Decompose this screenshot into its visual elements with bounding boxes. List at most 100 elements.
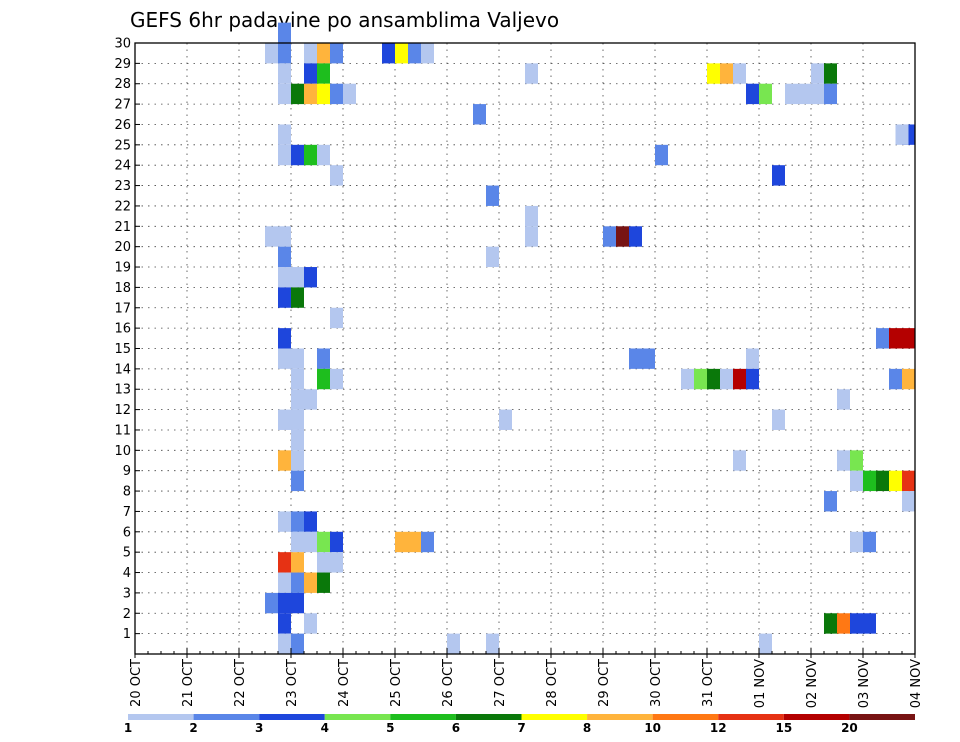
y-tick-label: 19 xyxy=(114,261,131,276)
y-tick-label: 4 xyxy=(123,566,131,581)
heatmap-cell xyxy=(785,83,798,105)
heatmap-cell xyxy=(278,348,291,369)
heatmap-cell xyxy=(759,83,772,105)
heatmap-cell xyxy=(291,368,304,390)
heatmap-cell xyxy=(291,267,304,288)
heatmap-cell xyxy=(837,450,850,471)
heatmap-cell xyxy=(850,613,863,634)
y-tick-label: 29 xyxy=(114,57,131,72)
heatmap-cell xyxy=(642,348,655,369)
x-tick-label: 04 NOV xyxy=(909,659,924,708)
colorbar-label: 12 xyxy=(710,721,727,735)
heatmap-cell xyxy=(486,633,499,654)
heatmap-cell xyxy=(291,552,304,573)
y-tick-label: 5 xyxy=(123,546,131,561)
heatmap-cell xyxy=(733,450,746,471)
colorbar-swatch xyxy=(718,714,784,720)
heatmap-cell xyxy=(278,124,291,145)
heatmap-cell xyxy=(707,63,720,84)
heatmap-cell xyxy=(291,470,304,492)
heatmap-cell xyxy=(811,83,824,105)
x-tick-label: 02 NOV xyxy=(805,659,820,708)
heatmap-cell xyxy=(291,389,304,410)
y-tick-label: 3 xyxy=(123,586,131,601)
x-tick-label: 29 OCT xyxy=(597,659,612,707)
colorbar-swatch xyxy=(587,714,653,720)
y-tick-label: 11 xyxy=(114,423,131,438)
heatmap-cell xyxy=(330,531,343,553)
heatmap-cell xyxy=(895,124,909,145)
colorbar-swatch xyxy=(455,714,522,720)
colorbar-label: 4 xyxy=(321,721,329,735)
colorbar-label: 2 xyxy=(189,721,197,735)
heatmap-cell xyxy=(291,83,304,105)
heatmap-cell xyxy=(863,613,876,634)
heatmap-cell xyxy=(304,531,317,553)
y-tick-label: 12 xyxy=(114,403,131,418)
heatmap-cell xyxy=(330,307,343,329)
y-tick-label: 21 xyxy=(114,220,131,235)
heatmap-cell xyxy=(421,531,434,553)
x-tick-label: 28 OCT xyxy=(545,659,560,707)
y-tick-label: 8 xyxy=(123,485,131,500)
heatmap-cell xyxy=(902,491,915,512)
y-tick-label: 23 xyxy=(114,179,131,194)
heatmap-cell xyxy=(278,552,291,573)
heatmap-cell xyxy=(278,409,291,430)
heatmap-cell xyxy=(330,368,343,390)
heatmap-cell xyxy=(824,613,837,634)
x-tick-label: 31 OCT xyxy=(701,659,716,707)
heatmap-cell xyxy=(837,613,850,634)
colorbar-label: 7 xyxy=(517,721,525,735)
colorbar-swatch xyxy=(521,714,588,720)
y-tick-label: 22 xyxy=(114,199,131,214)
heatmap-cell xyxy=(421,43,434,64)
heatmap-cell xyxy=(889,328,902,349)
heatmap-cell xyxy=(291,592,304,614)
y-tick-label: 27 xyxy=(114,98,131,113)
heatmap-cell xyxy=(317,368,330,390)
heatmap-cell xyxy=(317,83,330,105)
x-tick-label: 21 OCT xyxy=(181,659,196,707)
heatmap-cell xyxy=(408,43,421,64)
heatmap-cell xyxy=(278,63,291,84)
heatmap-cell xyxy=(876,470,889,492)
x-tick-label: 27 OCT xyxy=(493,659,508,707)
heatmap-cell xyxy=(278,267,291,288)
heatmap-cell xyxy=(265,226,278,247)
y-tick-label: 13 xyxy=(114,383,131,398)
heatmap-cell xyxy=(798,83,811,105)
heatmap-cell xyxy=(720,368,733,390)
heatmap-cell xyxy=(746,83,759,105)
colorbar-label: 15 xyxy=(775,721,792,735)
x-tick-label: 26 OCT xyxy=(441,659,456,707)
y-tick-label: 10 xyxy=(114,444,131,459)
heatmap-cell xyxy=(278,22,291,43)
y-tick-label: 17 xyxy=(114,301,131,316)
heatmap-cell xyxy=(291,287,304,308)
colorbar-swatch xyxy=(390,714,456,720)
heatmap-cell xyxy=(304,267,317,288)
x-tick-label: 23 OCT xyxy=(285,659,300,707)
heatmap-cell xyxy=(746,368,759,390)
heatmap-cell xyxy=(603,226,616,247)
heatmap-cell xyxy=(317,552,330,573)
y-tick-label: 25 xyxy=(114,138,131,153)
heatmap-cell xyxy=(525,63,538,84)
heatmap-cell xyxy=(824,63,837,84)
heatmap-cell xyxy=(291,429,304,451)
heatmap-cell xyxy=(330,43,343,64)
heatmap-cell xyxy=(824,83,837,105)
heatmap-cells xyxy=(265,22,915,654)
chart-title: GEFS 6hr padavine po ansamblima Valjevo xyxy=(130,8,559,32)
heatmap-cell xyxy=(694,368,707,390)
heatmap-cell xyxy=(733,368,746,390)
heatmap-cell xyxy=(278,43,291,64)
heatmap-cell xyxy=(291,409,304,430)
heatmap-cell xyxy=(395,43,408,64)
heatmap-cell xyxy=(278,572,291,593)
heatmap-cell xyxy=(525,205,538,227)
heatmap-cell xyxy=(629,348,642,369)
heatmap-cell xyxy=(447,633,460,654)
heatmap-cell xyxy=(317,144,330,166)
